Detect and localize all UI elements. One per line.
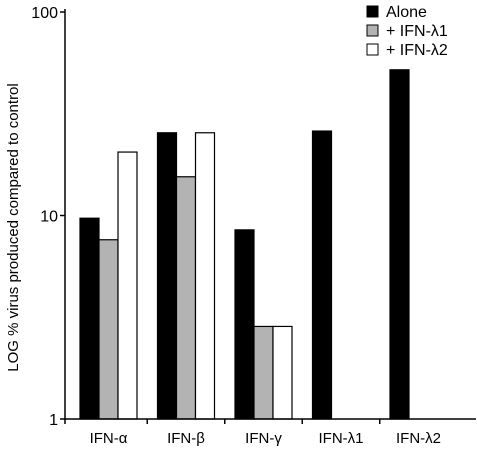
legend-label: Alone	[386, 4, 427, 21]
bars-group	[79, 69, 410, 420]
category-labels-group: IFN-α IFN-β IFN-γ IFN-λ1 IFN-λ2	[64, 419, 441, 447]
y-tick-label: 100	[31, 5, 58, 22]
bar	[234, 229, 255, 420]
category-label: IFN-λ2	[396, 430, 441, 447]
bar	[98, 239, 119, 420]
legend-swatch	[366, 5, 379, 18]
bar	[194, 132, 216, 420]
bar	[272, 325, 293, 420]
bar	[389, 69, 410, 420]
bar	[79, 217, 100, 420]
legend-label: + IFN-λ2	[386, 42, 448, 59]
legend-swatch	[366, 24, 379, 37]
category-label: IFN-α	[90, 430, 128, 447]
y-ticks-group: 1 10 100	[31, 5, 65, 429]
bar	[311, 130, 333, 420]
y-tick-label: 10	[40, 209, 58, 226]
legend-label: + IFN-λ1	[386, 23, 448, 40]
category-label: IFN-γ	[245, 430, 282, 447]
bar	[175, 176, 197, 420]
bar	[156, 132, 178, 420]
y-axis-title: LOG % virus produced compared to control	[5, 83, 22, 371]
legend: Alone + IFN-λ1 + IFN-λ2	[366, 4, 448, 59]
category-label: IFN-β	[167, 430, 205, 447]
bar	[117, 151, 138, 420]
legend-swatch	[366, 43, 379, 56]
category-label: IFN-λ1	[319, 430, 364, 447]
y-tick-label: 1	[49, 412, 58, 429]
bar	[253, 325, 274, 420]
